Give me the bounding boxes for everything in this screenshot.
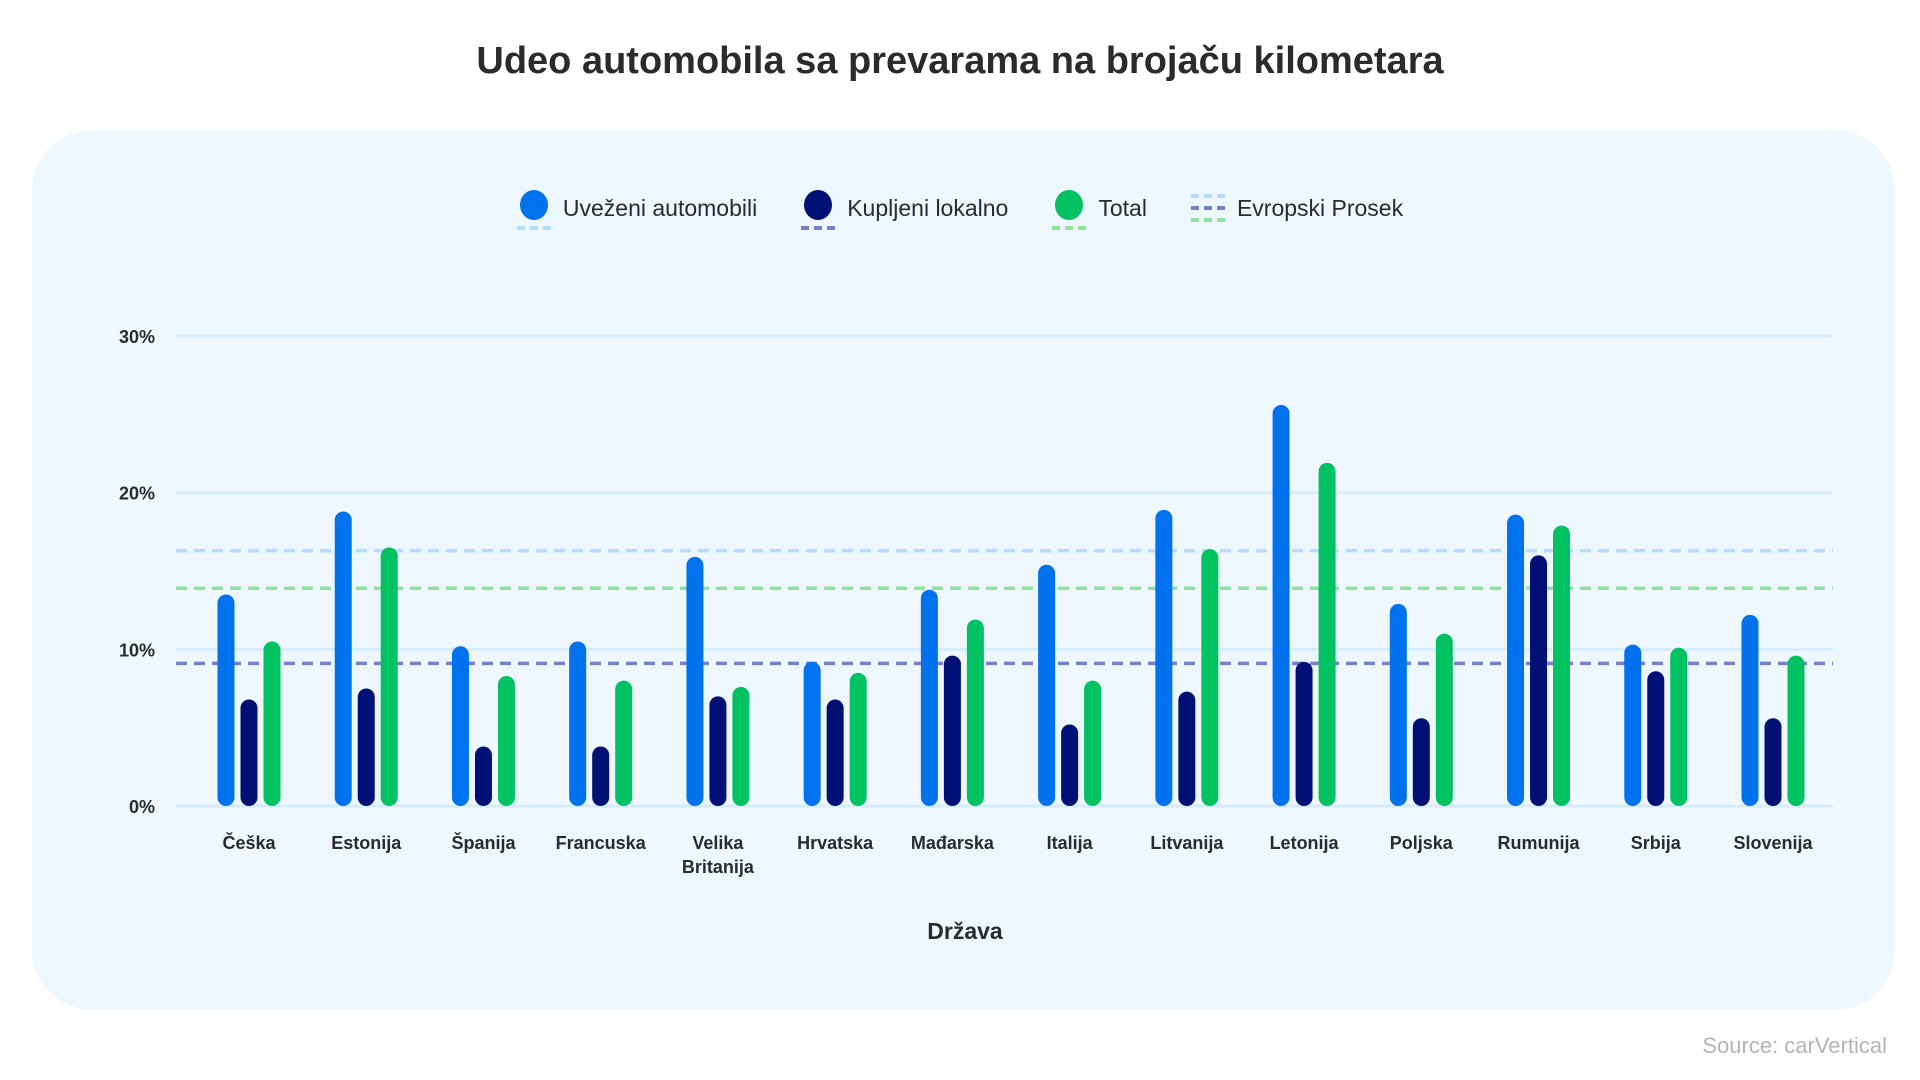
x-tick-label: Francuska [556,833,647,853]
bar [826,699,844,806]
x-tick-label: Litvanija [1150,833,1224,853]
bar [1178,691,1196,806]
legend-label: Uveženi automobili [562,194,758,221]
bar [686,556,704,806]
x-tick-label: Poljska [1390,833,1454,853]
bar [1389,603,1407,806]
y-tick-label: 10% [119,640,155,660]
bar [615,680,633,806]
bar [217,594,235,806]
legend-item-local: Kupljeni lokalno [801,188,1009,230]
legend-item-average: Evropski Prosek [1190,188,1404,228]
bar [1624,644,1642,806]
x-axis-title: Država [927,918,1003,944]
legend-item-total: Total [1052,188,1147,230]
bar [1155,509,1173,806]
bar [334,511,352,806]
x-tick-label: Španija [451,832,516,853]
bar [1084,680,1102,806]
bar [920,589,938,806]
legend-label: Kupljeni lokalno [847,194,1009,221]
x-tick-label: Italija [1047,833,1094,853]
bar [1787,655,1805,806]
bar [732,686,750,806]
bar [1670,647,1688,806]
x-tick-label: Letonija [1270,833,1340,853]
bar [1435,633,1453,806]
y-tick-label: 20% [119,484,155,504]
x-tick-label: Britanija [682,857,755,877]
bar [1764,718,1782,806]
legend-label: Evropski Prosek [1236,194,1404,221]
bar [966,619,984,806]
bar [1201,549,1219,806]
x-tick-label: Velika [692,833,744,853]
bar [357,688,375,806]
bar [263,641,281,806]
bar [451,646,469,806]
bar [497,675,515,806]
bar [1318,462,1336,806]
bar [709,696,727,806]
x-tick-label: Rumunija [1498,833,1581,853]
bar [1507,514,1525,806]
bar [849,672,867,806]
bar [380,547,398,806]
bar [1412,718,1430,806]
legend-item-imported: Uveženi automobili [516,188,758,230]
x-tick-label: Srbija [1631,833,1682,853]
bar [1295,661,1313,806]
legend-label: Total [1098,194,1147,221]
bar [943,655,961,806]
x-tick-label: Češka [222,832,276,853]
x-tick-label: Hrvatska [797,833,874,853]
bar [1553,525,1571,806]
x-tick-label: Estonija [331,833,402,853]
bar [1038,564,1056,806]
bar [1647,671,1665,806]
bar [803,661,821,806]
legend: Uveženi automobili Kupljeni lokalno Tota… [0,188,1920,230]
bar [1741,614,1759,806]
y-tick-label: 0% [129,797,155,817]
y-tick-label: 30% [119,327,155,347]
bar [592,746,610,806]
legend-swatch-imported [516,188,551,230]
bar [474,746,492,806]
bar [1272,404,1290,806]
legend-swatch-average [1190,188,1225,228]
bar [569,641,587,806]
bar [1061,724,1079,806]
chart-title: Udeo automobila sa prevarama na brojaču … [476,40,1444,82]
legend-swatch-local [801,188,836,230]
legend-swatch-total [1052,188,1087,230]
bar [240,699,258,806]
bar [1530,555,1548,806]
source-note: Source: carVertical [1702,1033,1887,1058]
x-tick-label: Slovenija [1733,833,1813,853]
x-tick-label: Mađarska [911,833,995,853]
